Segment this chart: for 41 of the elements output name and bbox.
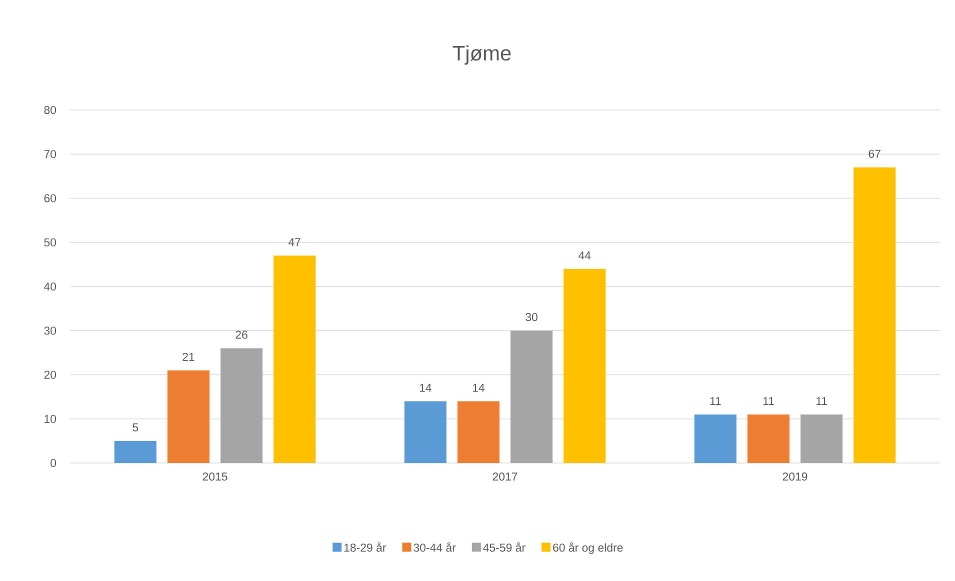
y-tick-label: 30 bbox=[44, 326, 56, 335]
legend-label: 60 år og eldre bbox=[553, 542, 623, 554]
y-tick-label: 80 bbox=[44, 106, 56, 114]
bar bbox=[694, 414, 736, 463]
bar bbox=[220, 348, 263, 463]
data-label: 30 bbox=[526, 312, 538, 322]
bar bbox=[167, 370, 210, 463]
y-tick-label: 0 bbox=[50, 458, 56, 468]
bar bbox=[457, 401, 500, 463]
data-label: 44 bbox=[578, 251, 591, 260]
x-tick-label: 2015 bbox=[202, 472, 228, 481]
bar bbox=[510, 330, 553, 463]
y-tick-label: 70 bbox=[44, 150, 56, 158]
data-label: 21 bbox=[182, 352, 194, 361]
bar bbox=[854, 167, 896, 463]
data-label: 5 bbox=[132, 423, 138, 432]
legend-label: 30-44 år bbox=[414, 542, 456, 552]
bar bbox=[564, 268, 606, 463]
data-label: 11 bbox=[763, 397, 774, 405]
y-tick-label: 40 bbox=[44, 282, 56, 291]
y-tick-label: 60 bbox=[44, 194, 56, 202]
data-label: 47 bbox=[288, 238, 300, 246]
bar bbox=[274, 256, 316, 463]
data-label: 26 bbox=[236, 330, 248, 339]
x-tick-label: 2017 bbox=[492, 472, 518, 481]
data-label: 67 bbox=[868, 150, 880, 158]
bar bbox=[114, 440, 156, 463]
chart-title: Tjøme bbox=[452, 45, 511, 65]
bar bbox=[800, 414, 843, 463]
data-label: 14 bbox=[472, 384, 484, 392]
data-label: 11 bbox=[816, 397, 827, 405]
x-tick-label: 2019 bbox=[782, 472, 808, 481]
bar bbox=[404, 401, 446, 463]
y-tick-label: 10 bbox=[44, 414, 56, 423]
data-label: 11 bbox=[710, 397, 721, 405]
y-tick-label: 20 bbox=[44, 370, 56, 379]
bar bbox=[747, 414, 790, 463]
y-tick-label: 50 bbox=[44, 238, 56, 246]
data-label: 14 bbox=[420, 384, 432, 392]
legend-label: 45-59 år bbox=[483, 542, 526, 552]
legend-label: 18-29 år bbox=[344, 542, 386, 552]
